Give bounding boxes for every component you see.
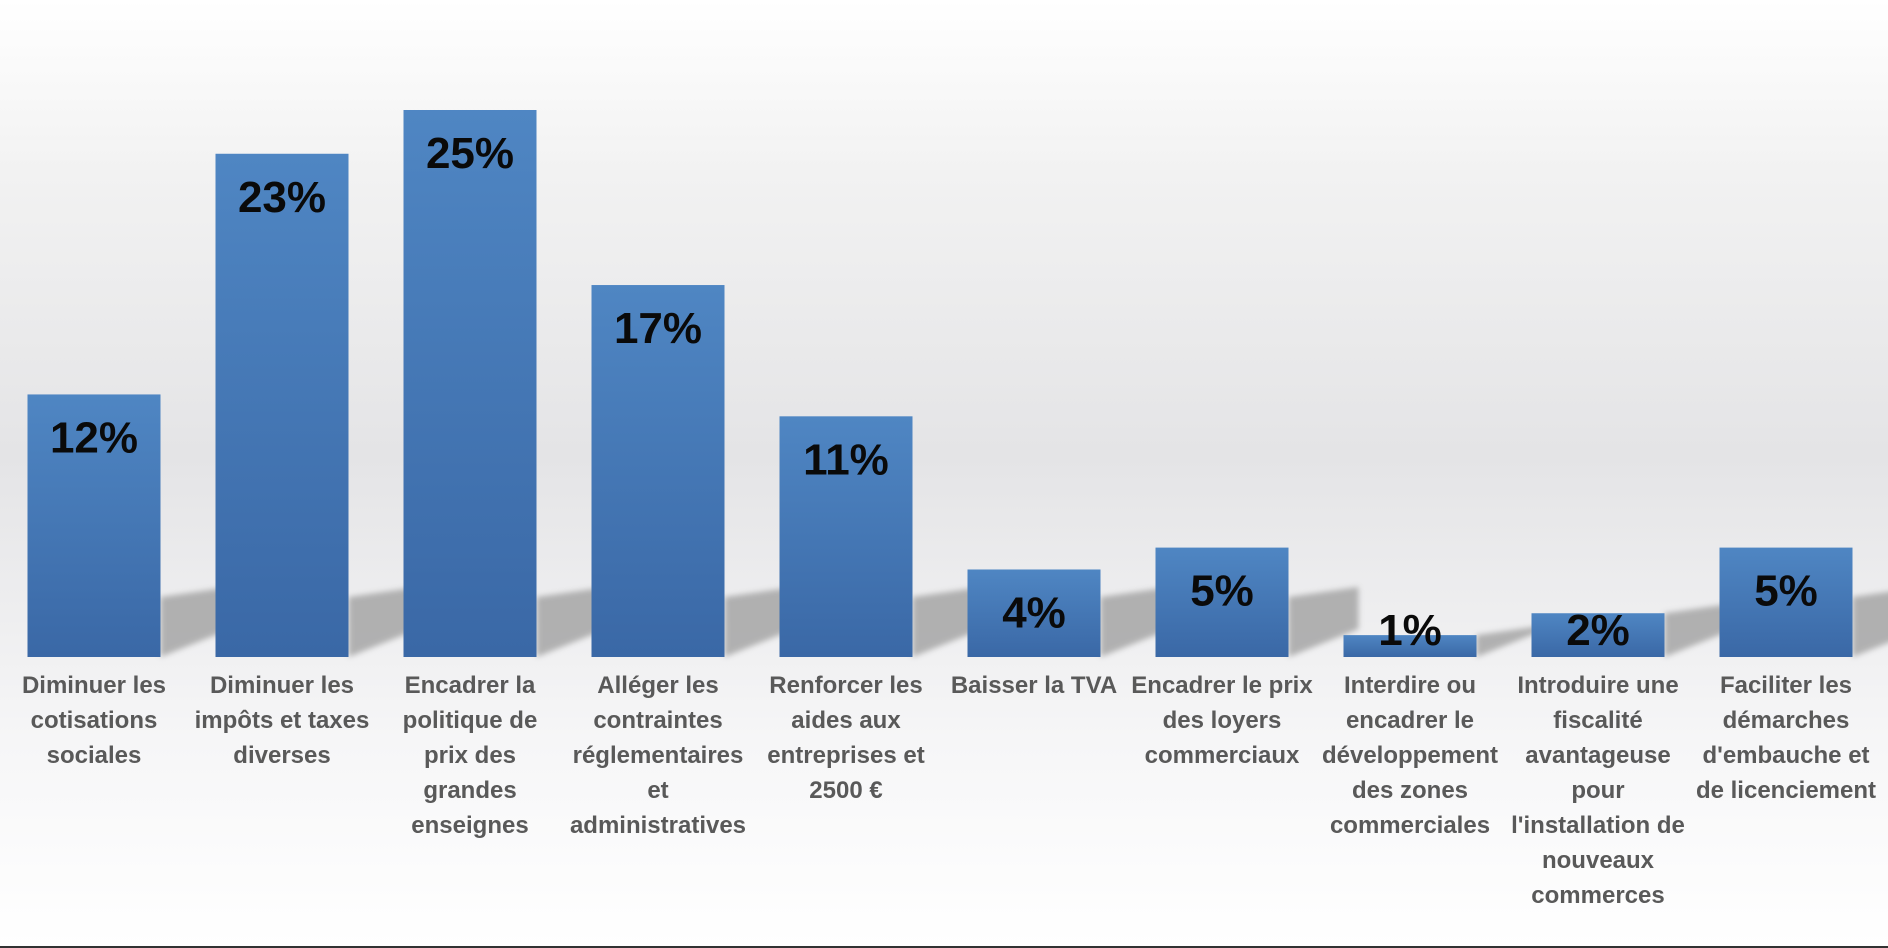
bars [27, 110, 1853, 657]
category-label-line: Diminuer les [22, 672, 166, 699]
data-label: 23% [238, 173, 326, 222]
category-label-line: Diminuer les [210, 672, 354, 699]
category-label: Encadrer le prix des loyers commerciaux [1131, 672, 1313, 769]
category-label-line: des zones [1352, 777, 1468, 804]
bar-shadows [160, 587, 1888, 657]
bar [967, 569, 1101, 657]
data-label: 12% [50, 413, 138, 462]
category-label-line: enseignes [411, 812, 528, 839]
category-label-line: fiscalité [1553, 707, 1642, 734]
category-label-line: impôts et taxes [195, 707, 370, 734]
category-label-line: et [647, 777, 668, 804]
category-label-line: avantageuse [1525, 742, 1670, 769]
data-label: 5% [1754, 567, 1818, 616]
bar-shadow [912, 587, 983, 657]
category-label: Baisser la TVA [951, 672, 1117, 699]
bar [591, 285, 725, 657]
category-label: Alléger les contraintes réglementaires et ad… [570, 672, 746, 839]
data-label: 2% [1566, 606, 1630, 655]
bar-shadow [1852, 591, 1888, 657]
category-label-line: nouveaux [1542, 847, 1655, 874]
category-label-line: réglementaires [573, 742, 744, 769]
category-labels: Diminuer les cotisations socialesDiminuer … [22, 672, 1876, 909]
category-label-line: Interdire ou [1344, 672, 1476, 699]
bar [27, 394, 161, 657]
category-label: Renforcer les aides aux entreprises et 2500… [767, 672, 924, 804]
category-label-line: de licenciement [1696, 777, 1876, 804]
bar [1719, 547, 1853, 657]
category-label: Introduire une fiscalité avantageuse pour l'… [1511, 672, 1685, 909]
bar [403, 110, 537, 657]
bar-shadow [1100, 587, 1171, 657]
data-label: 4% [1002, 588, 1066, 637]
category-label-line: Introduire une [1517, 672, 1678, 699]
category-label-line: développement [1322, 742, 1498, 769]
bar [215, 153, 349, 657]
category-label-line: Baisser la TVA [951, 672, 1117, 699]
category-label-line: politique de [403, 707, 538, 734]
bar-shadow [160, 587, 231, 657]
bar [1343, 635, 1477, 657]
category-label-line: contraintes [593, 707, 722, 734]
category-label: Diminuer les cotisations sociales [22, 672, 166, 769]
category-label-line: grandes [423, 777, 516, 804]
category-label-line: administratives [570, 812, 746, 839]
category-label-line: commerciales [1330, 812, 1490, 839]
category-label-line: commerces [1531, 882, 1664, 909]
category-label-line: Renforcer les [769, 672, 922, 699]
data-label: 11% [803, 435, 889, 484]
category-label-line: prix des [424, 742, 516, 769]
category-label-line: des loyers [1163, 707, 1282, 734]
data-label: 25% [426, 129, 514, 178]
category-label: Faciliter les démarches d'embauche et de li… [1696, 672, 1876, 804]
category-label-line: d'embauche et [1702, 742, 1869, 769]
data-labels: 12% 23% 25% 17% 11% 4% 5% 1% 2% 5% [50, 129, 1818, 655]
data-label: 1% [1378, 606, 1442, 655]
bar-shadow [1476, 625, 1547, 657]
bar-shadow [536, 587, 607, 657]
category-label-line: démarches [1723, 707, 1850, 734]
category-label-line: Alléger les [597, 672, 718, 699]
category-label-line: pour [1571, 777, 1624, 804]
category-label-line: diverses [233, 742, 330, 769]
category-label-line: 2500 € [809, 777, 882, 804]
data-label: 17% [614, 304, 702, 353]
category-label-line: encadrer le [1346, 707, 1474, 734]
data-label: 5% [1190, 567, 1254, 616]
bottom-border [0, 946, 1888, 948]
bar-shadow [724, 587, 795, 657]
category-label-line: Encadrer la [405, 672, 536, 699]
category-label-line: entreprises et [767, 742, 924, 769]
category-label-line: sociales [47, 742, 142, 769]
category-label: Encadrer la politique de prix des grandes en… [403, 672, 538, 839]
category-label-line: Faciliter les [1720, 672, 1852, 699]
bar [1155, 547, 1289, 657]
category-label-line: aides aux [791, 707, 901, 734]
category-label: Interdire ou encadrer le développement des … [1322, 672, 1498, 839]
bar-shadow [1664, 603, 1735, 657]
category-label: Diminuer les impôts et taxes diverses [195, 672, 370, 769]
category-label-line: cotisations [31, 707, 158, 734]
bar-shadow [1288, 587, 1359, 657]
category-label-line: l'installation de [1511, 812, 1685, 839]
category-label-line: Encadrer le prix [1131, 672, 1313, 699]
bar-shadow [348, 587, 419, 657]
bar [1531, 613, 1665, 657]
category-label-line: commerciaux [1145, 742, 1300, 769]
bar [779, 416, 913, 657]
